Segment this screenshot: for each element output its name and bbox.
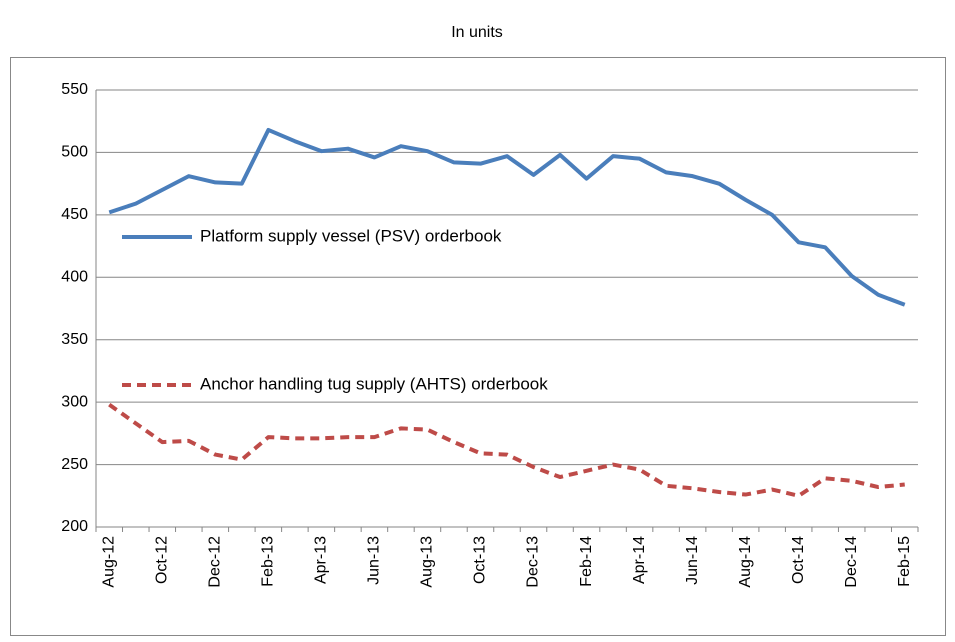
x-tick-label: Oct-14 (790, 536, 807, 584)
x-tick-label: Apr-14 (631, 536, 648, 584)
x-tick-label: Oct-13 (472, 536, 489, 584)
x-tick-label: Jun-14 (684, 536, 701, 585)
y-tick-label: 400 (61, 269, 88, 286)
x-tick-label: Feb-13 (260, 536, 277, 587)
x-tick-label: Dec-13 (525, 536, 542, 588)
x-tick-label: Dec-14 (843, 536, 860, 588)
y-tick-label: 350 (61, 331, 88, 348)
legend-label: Anchor handling tug supply (AHTS) orderb… (200, 374, 548, 393)
x-tick-label: Aug-14 (737, 536, 754, 588)
chart-title: In units (451, 24, 503, 41)
series-line (108, 403, 905, 498)
series-line (108, 127, 906, 307)
chart-border (10, 57, 946, 636)
y-tick-label: 200 (61, 518, 88, 535)
y-tick-label: 550 (61, 81, 88, 98)
y-tick-label: 300 (61, 393, 88, 410)
x-tick-label: Aug-12 (100, 536, 117, 588)
x-tick-label: Oct-12 (154, 536, 171, 584)
y-tick-label: 250 (61, 456, 88, 473)
x-tick-label: Feb-14 (578, 536, 595, 587)
x-tick-label: Dec-12 (207, 536, 224, 588)
y-tick-label: 500 (61, 144, 88, 161)
x-tick-label: Feb-15 (896, 536, 913, 587)
x-tick-label: Apr-13 (313, 536, 330, 584)
y-tick-label: 450 (61, 206, 88, 223)
x-tick-label: Aug-13 (419, 536, 436, 588)
legend-label: Platform supply vessel (PSV) orderbook (200, 226, 502, 245)
x-tick-label: Jun-13 (366, 536, 383, 585)
